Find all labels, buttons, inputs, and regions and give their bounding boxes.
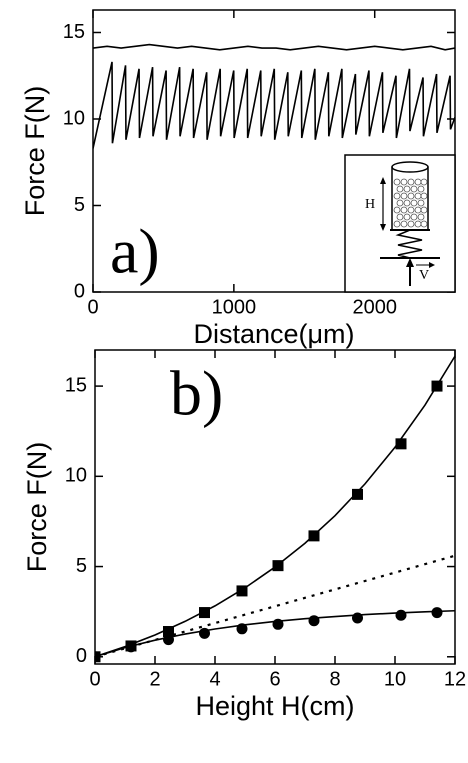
cylinder-top bbox=[391, 161, 429, 173]
circle-marker bbox=[308, 615, 320, 627]
y-tick-label: 5 bbox=[74, 194, 85, 216]
arrow-head bbox=[406, 258, 414, 267]
grains bbox=[393, 178, 428, 228]
spring bbox=[395, 229, 423, 259]
arrow-head bbox=[429, 262, 435, 268]
data-line bbox=[93, 43, 455, 51]
x-tick-label: 6 bbox=[269, 668, 280, 690]
square-marker bbox=[163, 626, 174, 638]
y-axis-label: Force F(N) bbox=[22, 442, 52, 573]
y-tick-label: 15 bbox=[65, 374, 87, 396]
y-axis-label: Force F(N) bbox=[20, 86, 50, 217]
circle-marker bbox=[395, 609, 407, 621]
inset: H V bbox=[344, 154, 456, 293]
circle-marker bbox=[431, 607, 443, 619]
square-marker bbox=[199, 607, 210, 619]
x-tick-label: 4 bbox=[209, 668, 220, 690]
x-tick-label: 10 bbox=[384, 668, 406, 690]
y-tick-label: 10 bbox=[65, 465, 87, 487]
plot-frame bbox=[94, 349, 456, 665]
square-marker bbox=[395, 438, 407, 450]
y-tick-label: 10 bbox=[63, 107, 85, 129]
data-line bbox=[95, 609, 455, 658]
plot-area bbox=[95, 355, 455, 663]
y-tick-label: 0 bbox=[74, 280, 85, 302]
arrow-head bbox=[380, 224, 386, 231]
x-tick-label: 2000 bbox=[352, 296, 397, 318]
square-marker bbox=[236, 585, 248, 597]
square-marker bbox=[352, 488, 363, 500]
data-line bbox=[93, 61, 455, 149]
panel-label: b) bbox=[170, 358, 223, 429]
y-tick-label: 5 bbox=[76, 555, 87, 577]
x-axis-label: Distance(μm) bbox=[193, 319, 354, 349]
circle-marker bbox=[163, 634, 174, 646]
x-tick-label: 1000 bbox=[212, 296, 257, 318]
x-tick-label: 0 bbox=[87, 296, 98, 318]
plot-area bbox=[93, 43, 455, 149]
panel-label: a) bbox=[110, 216, 160, 287]
data-line bbox=[95, 355, 455, 658]
x-tick-label: 0 bbox=[89, 668, 100, 690]
x-tick-label: 12 bbox=[444, 668, 466, 690]
arrow-head bbox=[380, 177, 386, 184]
inset-label: H bbox=[365, 197, 375, 212]
y-tick-label: 15 bbox=[63, 21, 85, 43]
inset-label: V bbox=[419, 268, 429, 283]
x-axis-label: Height H(cm) bbox=[195, 691, 354, 721]
y-tick-label: 0 bbox=[76, 645, 87, 667]
x-tick-label: 8 bbox=[329, 668, 340, 690]
x-tick-label: 2 bbox=[149, 668, 160, 690]
plot-frame bbox=[92, 9, 456, 293]
